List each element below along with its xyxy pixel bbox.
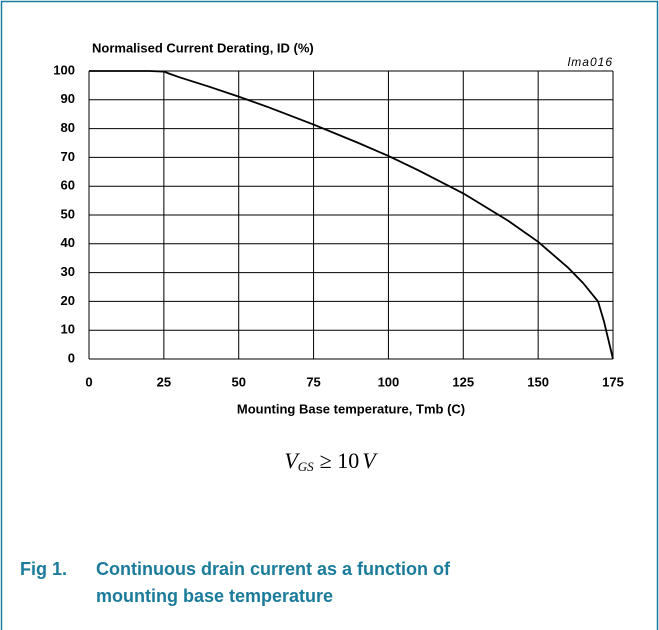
x-axis-label: Mounting Base temperature, Tmb (C) xyxy=(237,401,465,416)
y-tick-label: 20 xyxy=(61,293,75,308)
data-line xyxy=(89,70,614,360)
x-tick-label: 25 xyxy=(157,374,171,389)
y-tick-label: 70 xyxy=(61,149,75,164)
y-tick-label: 30 xyxy=(61,264,75,279)
figure-label: Fig 1. xyxy=(20,559,67,579)
chart-title: Normalised Current Derating, ID (%) xyxy=(92,40,314,55)
annotation: lma016 xyxy=(568,55,613,69)
figure-caption: Continuous drain current as a function o… xyxy=(96,559,451,579)
formula-subscript: GS xyxy=(298,459,314,474)
y-tick-label: 40 xyxy=(61,235,75,250)
x-tick-label: 175 xyxy=(602,374,624,389)
x-tick-label: 0 xyxy=(85,374,92,389)
x-tick-label: 100 xyxy=(378,374,400,389)
x-tick-label: 50 xyxy=(231,374,245,389)
x-tick-label: 150 xyxy=(527,374,549,389)
y-tick-label: 80 xyxy=(61,120,75,135)
formula-unit: V xyxy=(362,448,378,473)
y-tick-label: 90 xyxy=(61,91,75,106)
y-tick-label: 100 xyxy=(53,62,75,77)
y-tick-label: 0 xyxy=(68,350,75,365)
formula-relation: ≥ 10 xyxy=(320,448,360,473)
formula: VGS ≥ 10 V xyxy=(284,448,378,474)
x-tick-label: 75 xyxy=(306,374,320,389)
y-tick-label: 10 xyxy=(61,322,75,337)
formula-symbol: V xyxy=(284,448,300,473)
y-tick-label: 50 xyxy=(61,206,75,221)
x-tick-label: 125 xyxy=(452,374,474,389)
figure-caption: mounting base temperature xyxy=(96,586,333,606)
y-tick-label: 60 xyxy=(61,178,75,193)
